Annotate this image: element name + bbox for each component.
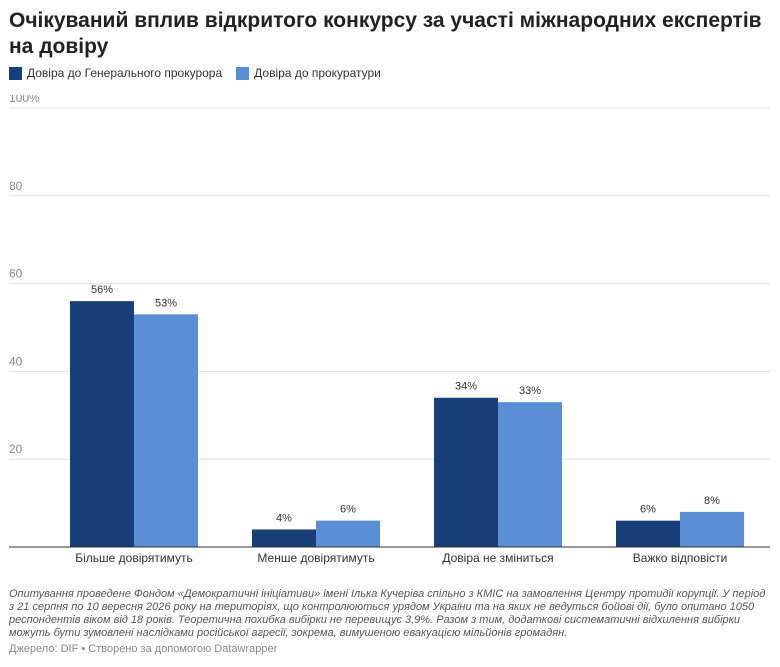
y-tick-label: 100% — [9, 95, 40, 105]
y-tick-label: 40 — [9, 354, 23, 368]
data-label: 6% — [340, 504, 356, 516]
category-label: Більше довірятимуть — [75, 551, 193, 565]
bar — [434, 397, 498, 547]
legend-swatch-prosecutor-general — [9, 66, 22, 80]
data-label: 4% — [276, 512, 292, 524]
y-tick-label: 20 — [9, 442, 23, 456]
category-label: Довіра не зміниться — [442, 551, 553, 565]
y-tick-label: 60 — [9, 267, 23, 281]
data-label: 56% — [91, 284, 113, 296]
category-label: Важко відповісти — [633, 551, 728, 565]
bar — [616, 520, 680, 547]
bar — [680, 511, 744, 547]
bar — [316, 520, 380, 547]
legend-item-prosecution: Довіра до прокуратури — [236, 66, 381, 80]
bar — [70, 301, 134, 547]
bar — [498, 402, 562, 547]
chart-title: Очікуваний вплив відкритого конкурсу за … — [9, 9, 762, 58]
legend-label-prosecution: Довіра до прокуратури — [254, 66, 381, 80]
data-label: 33% — [519, 385, 541, 397]
data-label: 6% — [640, 504, 656, 516]
bar-chart: 20 40 60 80 100% 56% 53% Більше довірятимуть 4% 6… — [9, 95, 770, 565]
legend: Довіра до Генерального прокурора Довіра … — [9, 66, 381, 80]
data-label: 34% — [455, 381, 477, 393]
y-tick-label: 80 — [9, 179, 23, 193]
survey-notes: Опитування проведене Фондом «Демократичн… — [9, 588, 766, 639]
source-line: Джерело: DIF • Створено за допомогою Dat… — [9, 643, 278, 655]
legend-item-prosecutor-general: Довіра до Генерального прокурора — [9, 66, 222, 80]
data-label: 8% — [704, 495, 720, 507]
legend-swatch-prosecution — [236, 66, 250, 80]
legend-label-prosecutor-general: Довіра до Генерального прокурора — [27, 66, 223, 80]
category-label: Менше довірятимуть — [257, 551, 374, 565]
bar — [134, 314, 198, 547]
bar — [252, 529, 316, 547]
data-label: 53% — [155, 297, 177, 309]
